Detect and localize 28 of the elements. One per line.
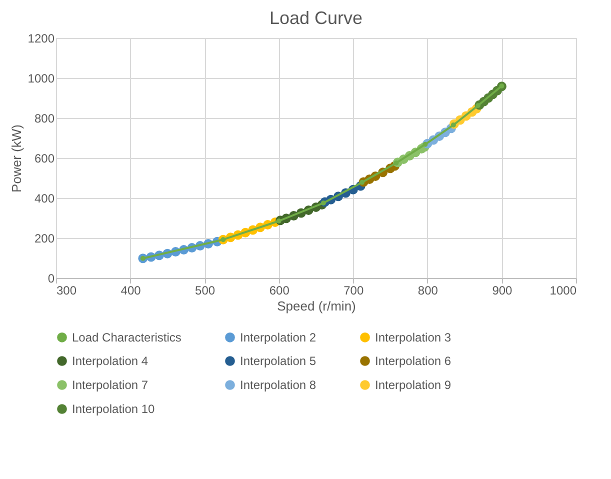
x-tick-label: 900	[492, 284, 513, 298]
x-tick-label: 800	[418, 284, 438, 298]
y-tick-label: 200	[34, 232, 55, 246]
x-tick-label: 400	[120, 284, 142, 298]
y-tick-label: 400	[34, 192, 55, 206]
y-tick-label: 600	[34, 152, 55, 166]
x-tick-label: 1000	[550, 284, 577, 298]
x-tick-label: 300	[56, 284, 77, 298]
legend-label: Interpolation 4	[72, 354, 148, 368]
y-tick-label: 0	[48, 272, 55, 286]
x-tick-label: 700	[344, 284, 364, 298]
chart-title: Load Curve	[269, 8, 363, 28]
x-axis-title: Speed (r/min)	[277, 298, 356, 314]
y-tick-label: 800	[34, 112, 55, 126]
y-axis-title: Power (kW)	[8, 124, 24, 192]
legend-label: Interpolation 10	[72, 402, 156, 416]
legend-label: Interpolation 6	[375, 354, 452, 368]
legend-label: Interpolation 5	[240, 354, 316, 368]
x-tick-label: 600	[269, 284, 290, 298]
y-tick-label: 1200	[28, 32, 55, 46]
x-tick-label: 500	[195, 284, 216, 298]
legend-label: Interpolation 2	[240, 330, 316, 344]
legend-label: Interpolation 8	[240, 378, 316, 392]
legend-label: Interpolation 9	[375, 378, 452, 392]
y-tick-label: 1000	[28, 72, 55, 86]
legend-label: Interpolation 7	[72, 378, 148, 392]
legend-label: Interpolation 3	[375, 330, 452, 344]
legend-label: Load Characteristics	[72, 330, 182, 344]
